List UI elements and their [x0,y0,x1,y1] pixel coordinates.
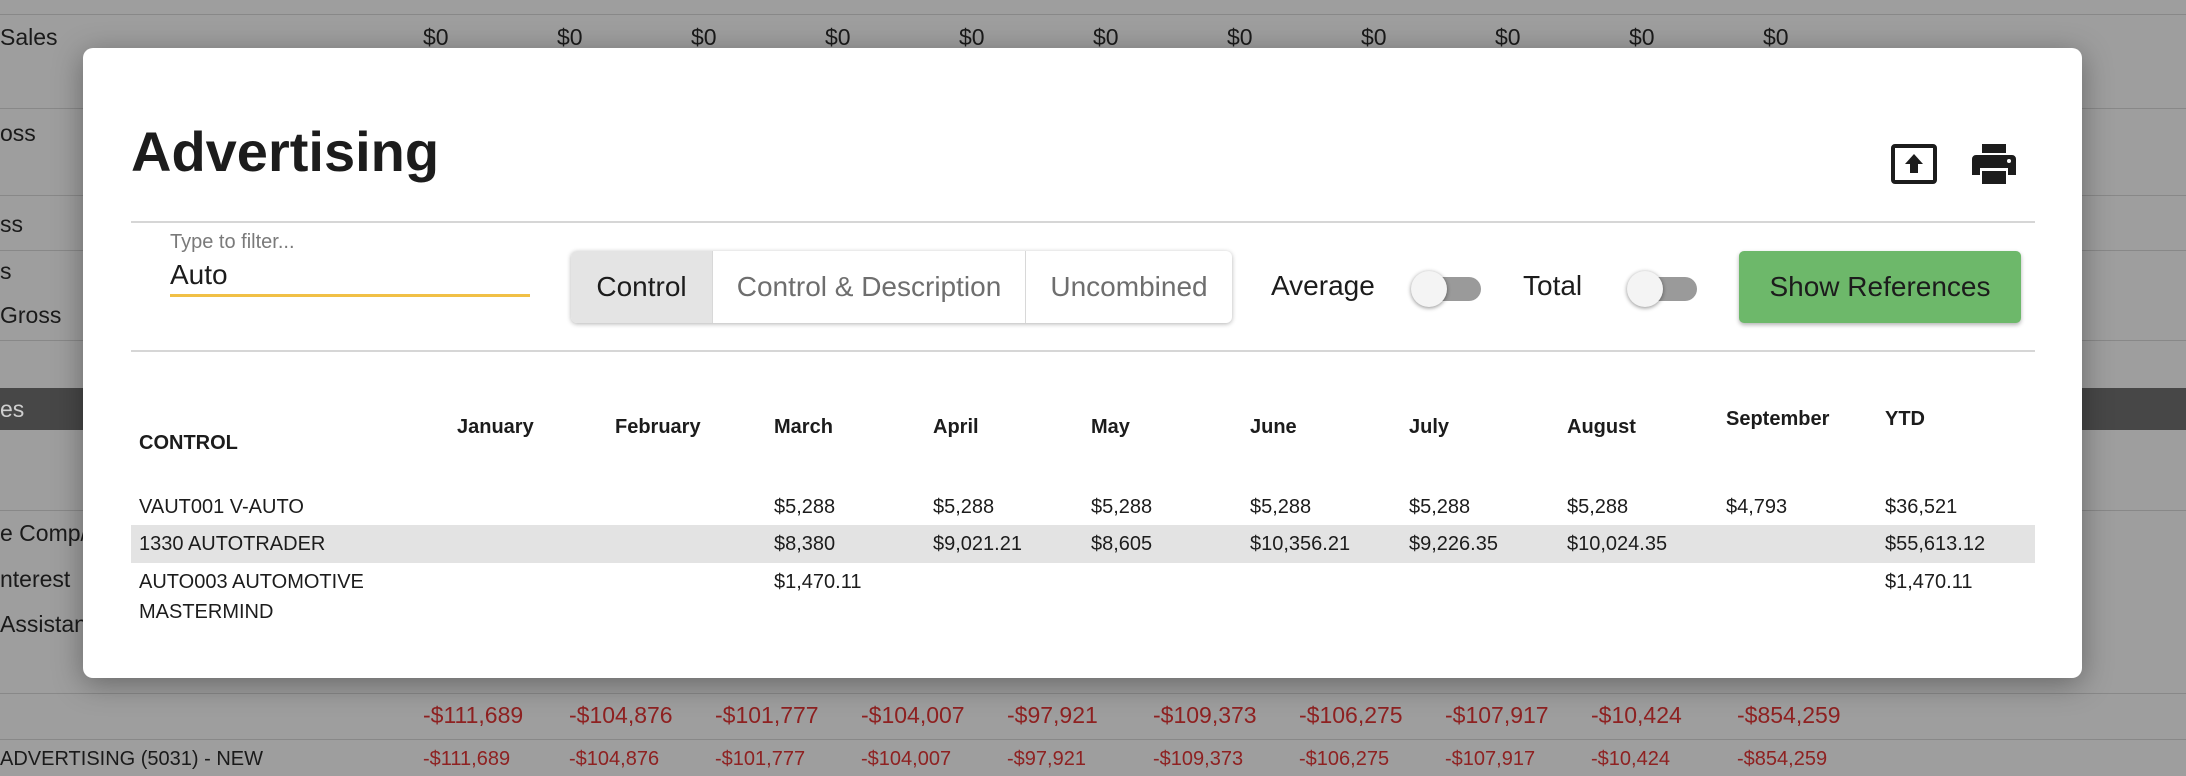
total-toggle[interactable] [1627,271,1699,307]
bg-cell: -$109,373 [1153,748,1244,770]
bg-cell: $0 [959,24,985,50]
value-cell: $5,288 [774,496,836,518]
column-header-march: March [774,416,833,438]
bg-row-label: nterest [0,566,71,592]
bg-divider [0,739,2186,740]
bg-row-label: ADVERTISING (5031) - NEW [0,748,264,770]
control-cell: AUTO003 AUTOMOTIVE MASTERMIND [139,571,364,623]
column-header-ytd: YTD [1885,408,1925,430]
control-cell: VAUT001 V-AUTO [139,496,304,518]
value-cell: $5,288 [1567,496,1629,518]
bg-cell: -$101,777 [715,702,819,728]
bg-cell: $0 [557,24,583,50]
value-cell: $5,288 [933,496,995,518]
bg-row-label: Gross [0,302,62,328]
average-toggle[interactable] [1411,271,1483,307]
bg-cell: -$104,007 [861,702,965,728]
bg-cell: $0 [1629,24,1655,50]
column-header-january: January [457,416,534,438]
bg-cell: -$101,777 [715,748,806,770]
bg-cell: $0 [825,24,851,50]
bg-row-label: es [0,396,25,422]
total-label: Total [1523,270,1583,301]
value-cell: $5,288 [1091,496,1153,518]
grouping-segmented-control: Control Control & Description Uncombined [571,251,1232,323]
bg-divider [0,693,2186,694]
value-cell: $9,226.35 [1409,533,1498,555]
filter-label: Type to filter... [170,231,295,253]
value-cell: $36,521 [1885,496,1958,518]
bg-row-label: ss [0,211,23,237]
value-cell: $1,470.11 [1885,571,1973,593]
segment-control[interactable]: Control [571,251,713,323]
column-header-june: June [1250,416,1297,438]
bg-row-label: s [0,258,12,284]
bg-cell: -$10,424 [1591,702,1682,728]
bg-cell: -$111,689 [423,702,524,728]
bg-cell: $0 [1227,24,1253,50]
bg-cell: $0 [1763,24,1789,50]
column-header-july: July [1409,416,1450,438]
bg-cell: -$104,876 [569,748,660,770]
bg-cell: -$107,917 [1445,748,1536,770]
bg-divider [0,14,2186,15]
filter-input[interactable] [170,256,530,297]
bg-cell: -$10,424 [1591,748,1670,770]
bg-cell: -$111,689 [423,748,511,770]
bg-cell: -$104,876 [569,702,673,728]
bg-row-label: Sales [0,24,58,50]
table-row[interactable]: AUTO003 AUTOMOTIVE MASTERMIND $1,470.11 $1… [131,563,2035,627]
column-header-february: February [615,416,701,438]
modal-title: Advertising [131,120,440,183]
bg-row-label: Assistan [0,611,87,637]
value-cell: $55,613.12 [1885,533,1986,555]
show-references-button[interactable]: Show References [1739,251,2021,323]
value-cell: $10,356.21 [1250,533,1351,555]
bg-cell: -$107,917 [1445,702,1549,728]
value-cell: $5,288 [1409,496,1471,518]
bg-cell: -$109,373 [1153,702,1257,728]
column-header-may: May [1091,416,1130,438]
export-icon[interactable] [1886,136,1942,192]
segment-uncombined[interactable]: Uncombined [1050,271,1208,302]
value-cell: $8,380 [774,533,836,555]
value-cell: $9,021.21 [933,533,1022,555]
bg-cell: -$97,921 [1007,702,1098,728]
divider [131,221,2035,223]
column-header-april: April [933,416,979,438]
value-cell: $8,605 [1091,533,1153,555]
value-cell: $1,470.11 [774,571,862,593]
table-row[interactable]: 1330 AUTOTRADER $8,380 $9,021.21 $8,605 $10,… [131,525,2035,563]
bg-cell: -$106,275 [1299,748,1390,770]
toggle-knob [1627,271,1663,307]
bg-cell: $0 [423,24,449,50]
segment-control-description[interactable]: Control & Description [713,251,1026,323]
control-cell: 1330 AUTOTRADER [139,533,326,555]
bg-cell: -$104,007 [861,748,952,770]
bg-cell: $0 [1361,24,1387,50]
bg-cell: $0 [1495,24,1521,50]
average-label: Average [1271,270,1375,301]
column-header-august: August [1567,416,1636,438]
bg-row-label: e Comp/ [0,520,87,546]
column-header-september: September [1726,408,1830,430]
bg-cell: -$106,275 [1299,702,1403,728]
bg-row-label: oss [0,120,36,146]
value-cell: $10,024.35 [1567,533,1668,555]
bg-cell: $0 [691,24,717,50]
bg-cell: -$854,259 [1737,702,1841,728]
divider [131,350,2035,352]
bg-cell: -$854,259 [1737,748,1828,770]
value-cell: $5,288 [1250,496,1312,518]
toggle-knob [1411,271,1447,307]
value-cell: $4,793 [1726,496,1788,518]
bg-cell: $0 [1093,24,1119,50]
column-header-control: CONTROL [139,432,238,454]
advertising-modal: Advertising Type to filter... Control Co… [83,48,2082,678]
table-row[interactable]: VAUT001 V-AUTO $5,288 $5,288 $5,288 $5,288 $5… [131,488,2035,524]
printer-icon[interactable] [1966,136,2022,192]
bg-cell: -$97,921 [1007,748,1086,770]
